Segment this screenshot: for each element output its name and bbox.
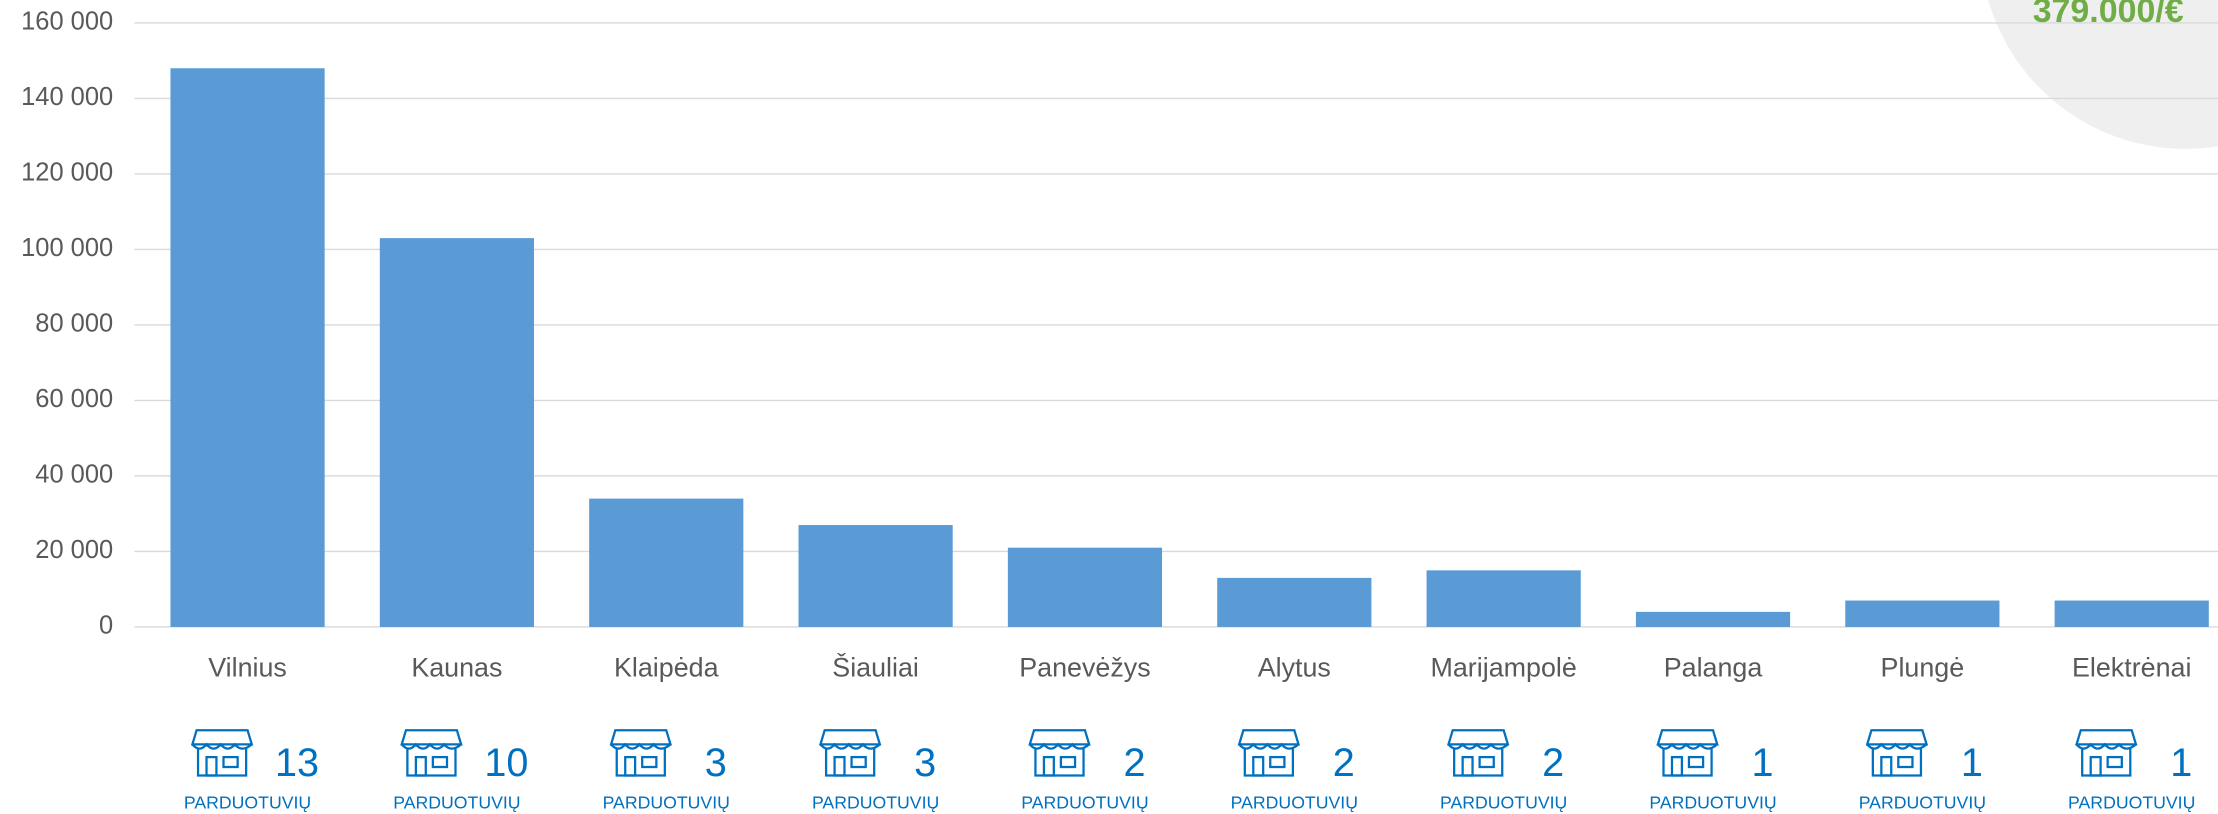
bar <box>589 498 744 627</box>
bar <box>1217 577 1372 627</box>
store-count: 1 <box>1961 741 1983 785</box>
shop-icon <box>1447 729 1510 777</box>
shop-icon <box>1028 729 1091 777</box>
shop-icon <box>1238 729 1300 777</box>
x-tick-label: Klaipėda <box>614 652 719 682</box>
store-label: PARDUOTUVIŲ <box>1440 792 1567 812</box>
store-label: PARDUOTUVIŲ <box>2068 792 2195 812</box>
store-count: 1 <box>1752 741 1774 785</box>
shop-icon <box>191 729 253 777</box>
store-count: 1 <box>2170 741 2192 785</box>
store-count: 3 <box>705 741 727 785</box>
shop-icon <box>609 729 672 777</box>
y-tick-label: 140 000 <box>21 83 113 111</box>
bar <box>1845 600 2000 627</box>
store-label: PARDUOTUVIŲ <box>1021 792 1148 812</box>
store-label: PARDUOTUVIŲ <box>1231 792 1358 812</box>
y-tick-label: 60 000 <box>35 385 113 413</box>
shop-icon <box>819 729 881 777</box>
shop-icon <box>400 729 463 777</box>
store-label: PARDUOTUVIŲ <box>1859 792 1986 812</box>
y-tick-label: 160 000 <box>21 8 113 36</box>
shop-icon <box>2075 729 2138 777</box>
x-tick-label: Panevėžys <box>1019 652 1150 682</box>
bar <box>1426 570 1581 627</box>
shop-icon <box>1656 729 1719 777</box>
shop-icon <box>1866 729 1928 777</box>
store-label: PARDUOTUVIŲ <box>812 792 939 812</box>
store-label: PARDUOTUVIŲ <box>1649 792 1776 812</box>
store-count: 2 <box>1123 741 1145 785</box>
y-tick-label: 100 000 <box>21 234 113 262</box>
badge-text: 379.000/€ <box>2033 0 2184 30</box>
x-tick-label: Elektrėnai <box>2072 652 2191 682</box>
bar <box>1635 611 1791 627</box>
x-tick-label: Vilnius <box>208 652 287 682</box>
bar <box>1007 547 1163 627</box>
y-tick-label: 20 000 <box>35 536 113 564</box>
store-count: 3 <box>914 741 936 785</box>
bar <box>798 525 953 627</box>
store-label: PARDUOTUVIŲ <box>603 792 730 812</box>
x-tick-label: Plungė <box>1881 652 1965 682</box>
y-tick-label: 40 000 <box>35 461 113 489</box>
store-label: PARDUOTUVIŲ <box>393 792 520 812</box>
x-tick-label: Marijampolė <box>1431 652 1577 682</box>
y-tick-label: 0 <box>99 612 113 640</box>
store-count: 10 <box>484 741 528 785</box>
x-tick-label: Alytus <box>1258 652 1331 682</box>
bar <box>379 238 534 627</box>
y-tick-label: 80 000 <box>35 310 113 338</box>
store-count: 13 <box>275 741 319 785</box>
bar <box>2054 600 2209 627</box>
bar <box>170 68 325 627</box>
store-count: 2 <box>1542 741 1564 785</box>
store-count: 2 <box>1333 741 1355 785</box>
badge-circle <box>1988 0 2218 149</box>
y-tick-label: 120 000 <box>21 159 113 187</box>
x-tick-label: Šiauliai <box>832 651 919 682</box>
store-label: PARDUOTUVIŲ <box>184 792 311 812</box>
x-tick-label: Palanga <box>1664 652 1763 682</box>
x-tick-label: Kaunas <box>411 652 502 682</box>
